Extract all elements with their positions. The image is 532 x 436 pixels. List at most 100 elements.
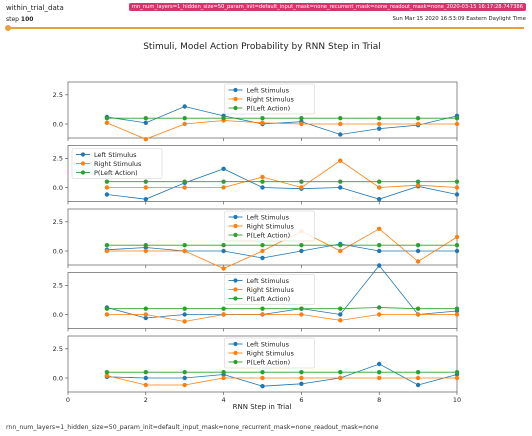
data-point-pleft bbox=[144, 116, 148, 120]
legend-swatch-marker bbox=[233, 296, 237, 300]
data-point-right bbox=[377, 376, 381, 380]
legend-swatch-marker bbox=[233, 106, 237, 110]
legend-entry-label: P(Left Action) bbox=[94, 169, 138, 177]
data-point-right bbox=[144, 185, 148, 189]
data-point-right bbox=[299, 122, 303, 126]
data-point-left bbox=[183, 104, 187, 108]
data-point-left bbox=[144, 197, 148, 201]
data-point-right bbox=[455, 376, 459, 380]
data-point-pleft bbox=[144, 179, 148, 183]
legend-entry-label: Right Stimulus bbox=[247, 222, 295, 230]
data-point-right bbox=[183, 383, 187, 387]
data-point-pleft bbox=[455, 243, 459, 247]
x-tick-label: 6 bbox=[299, 396, 303, 404]
data-point-left bbox=[260, 384, 264, 388]
data-point-pleft bbox=[299, 370, 303, 374]
data-point-right bbox=[377, 312, 381, 316]
data-point-pleft bbox=[105, 179, 109, 183]
data-point-pleft bbox=[260, 116, 264, 120]
data-point-pleft bbox=[377, 116, 381, 120]
data-point-pleft bbox=[338, 306, 342, 310]
data-point-right bbox=[221, 312, 225, 316]
data-point-pleft bbox=[183, 306, 187, 310]
legend-entry-label: Left Stimulus bbox=[94, 151, 137, 159]
data-point-right bbox=[299, 185, 303, 189]
x-tick-label: 8 bbox=[377, 396, 381, 404]
data-point-pleft bbox=[377, 243, 381, 247]
data-point-right bbox=[338, 318, 342, 322]
data-point-pleft bbox=[221, 116, 225, 120]
legend-entry-label: P(Left Action) bbox=[247, 231, 291, 239]
data-point-right bbox=[105, 121, 109, 125]
legend-entry-label: P(Left Action) bbox=[247, 295, 291, 303]
data-point-pleft bbox=[299, 306, 303, 310]
y-tick-label: 2.5 bbox=[53, 218, 63, 226]
data-point-right bbox=[416, 376, 420, 380]
legend-swatch-marker bbox=[81, 170, 85, 174]
data-point-pleft bbox=[416, 370, 420, 374]
legend-swatch-marker bbox=[81, 152, 85, 156]
data-point-left bbox=[260, 185, 264, 189]
data-point-left bbox=[183, 312, 187, 316]
legend-entry-label: P(Left Action) bbox=[247, 104, 291, 112]
data-point-left bbox=[377, 362, 381, 366]
data-point-left bbox=[455, 192, 459, 196]
data-point-right bbox=[105, 249, 109, 253]
data-point-left bbox=[377, 249, 381, 253]
data-point-right bbox=[183, 122, 187, 126]
data-point-pleft bbox=[338, 243, 342, 247]
data-point-right bbox=[338, 376, 342, 380]
legend-swatch-marker bbox=[233, 342, 237, 346]
data-point-right bbox=[260, 249, 264, 253]
y-tick-label: 0.0 bbox=[53, 311, 63, 319]
data-point-pleft bbox=[221, 243, 225, 247]
data-point-pleft bbox=[260, 306, 264, 310]
data-point-right bbox=[299, 376, 303, 380]
data-point-right bbox=[144, 137, 148, 141]
data-point-pleft bbox=[416, 179, 420, 183]
data-point-pleft bbox=[105, 306, 109, 310]
data-point-right bbox=[416, 312, 420, 316]
data-point-left bbox=[144, 376, 148, 380]
data-point-right bbox=[338, 249, 342, 253]
data-point-right bbox=[260, 376, 264, 380]
legend-entry-label: Left Stimulus bbox=[247, 277, 290, 285]
data-point-pleft bbox=[105, 370, 109, 374]
data-point-right bbox=[144, 312, 148, 316]
data-point-right bbox=[455, 122, 459, 126]
legend-swatch-marker bbox=[233, 233, 237, 237]
data-point-pleft bbox=[221, 370, 225, 374]
data-point-pleft bbox=[455, 179, 459, 183]
data-point-right bbox=[183, 185, 187, 189]
legend-entry-label: Left Stimulus bbox=[247, 340, 290, 348]
data-point-left bbox=[377, 263, 381, 267]
data-point-right bbox=[260, 121, 264, 125]
data-point-right bbox=[377, 185, 381, 189]
legend: Left StimulusRight StimulusP(Left Action… bbox=[225, 275, 315, 305]
data-point-pleft bbox=[299, 243, 303, 247]
data-point-pleft bbox=[260, 243, 264, 247]
y-tick-label: 0.0 bbox=[53, 184, 63, 192]
data-point-right bbox=[183, 249, 187, 253]
data-point-right bbox=[260, 175, 264, 179]
data-point-right bbox=[144, 249, 148, 253]
data-point-right bbox=[221, 266, 225, 270]
data-point-pleft bbox=[455, 370, 459, 374]
data-point-pleft bbox=[338, 179, 342, 183]
data-point-right bbox=[338, 158, 342, 162]
y-tick-label: 2.5 bbox=[53, 155, 63, 163]
data-point-right bbox=[377, 227, 381, 231]
legend-swatch-marker bbox=[233, 224, 237, 228]
bottom-caption: rnn_num_layers=1_hidden_size=50_param_in… bbox=[6, 424, 379, 431]
data-point-left bbox=[455, 249, 459, 253]
data-point-right bbox=[144, 383, 148, 387]
legend-swatch-marker bbox=[233, 97, 237, 101]
data-point-pleft bbox=[105, 116, 109, 120]
data-point-right bbox=[416, 122, 420, 126]
y-tick-label: 2.5 bbox=[53, 91, 63, 99]
